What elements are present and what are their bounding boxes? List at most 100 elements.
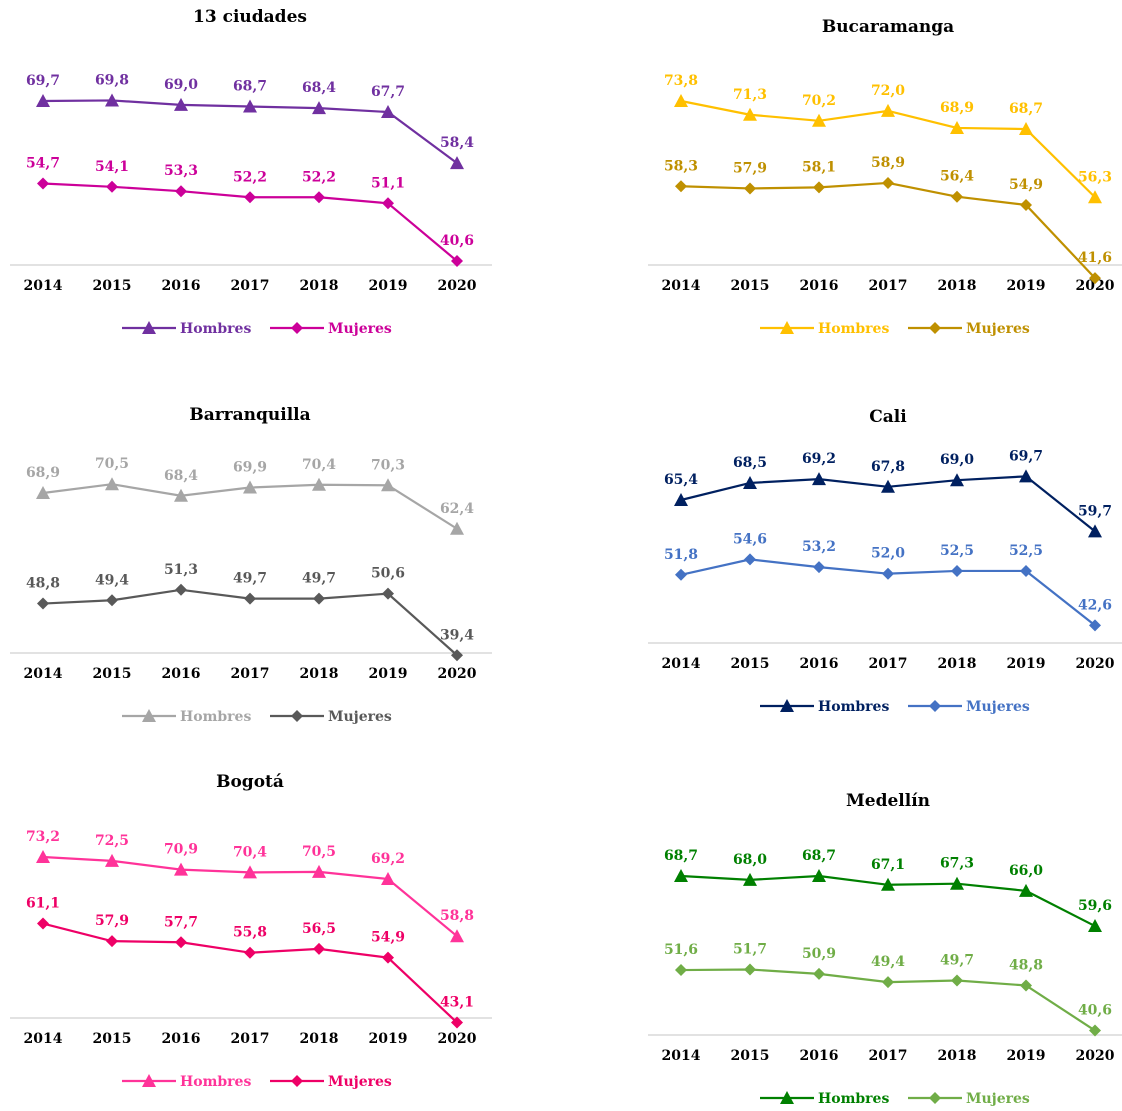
x-tick-2017: 2017 [869, 656, 908, 672]
data-point [674, 94, 688, 107]
legend-marker [780, 699, 794, 712]
data-point [881, 103, 895, 117]
data-point [950, 120, 964, 134]
data-point [381, 105, 395, 118]
data-label: 70,9 [164, 842, 198, 858]
legend-marker [142, 709, 156, 722]
x-tick-2015: 2015 [731, 656, 770, 672]
legend-marker [929, 700, 941, 712]
chart-title: Barranquilla [189, 405, 310, 425]
legend: Hombres Mujeres [760, 321, 1030, 337]
legend: Hombres Mujeres [122, 321, 392, 337]
data-point [1089, 1024, 1101, 1037]
data-point [674, 869, 688, 882]
legend: Hombres Mujeres [760, 699, 1030, 715]
series-mujeres: 61,1 57,9 57,7 55,8 56,5 54,9 43,1 [26, 896, 474, 1029]
data-label: 58,3 [664, 158, 698, 174]
data-label: 56,4 [940, 169, 974, 185]
data-label: 70,5 [95, 456, 129, 472]
data-point [950, 473, 964, 487]
data-label: 69,7 [1009, 448, 1043, 464]
data-point [450, 521, 464, 535]
data-point [451, 649, 463, 662]
data-label: 52,5 [1009, 543, 1043, 559]
data-label: 69,0 [940, 452, 974, 468]
data-point [106, 935, 118, 948]
data-point [812, 113, 826, 127]
legend-marker [142, 321, 156, 334]
data-label: 49,7 [233, 571, 267, 587]
data-point [812, 472, 826, 486]
data-label: 54,6 [733, 531, 767, 547]
data-point [744, 553, 756, 566]
data-point [313, 942, 325, 955]
data-label: 69,7 [26, 73, 60, 89]
data-point [105, 93, 119, 107]
data-label: 68,7 [233, 79, 267, 95]
data-label: 54,9 [1009, 177, 1043, 193]
data-label: 70,4 [302, 457, 336, 473]
data-point [37, 177, 49, 190]
data-label: 59,6 [1078, 898, 1112, 914]
x-tick-2016: 2016 [800, 656, 839, 672]
data-point [1019, 122, 1033, 136]
data-point [174, 488, 188, 502]
data-point [382, 951, 394, 964]
chart-title: Bogotá [216, 772, 284, 792]
data-label: 70,4 [233, 844, 267, 860]
data-label: 41,6 [1078, 250, 1112, 266]
chart-barranquilla: Barranquilla 2014 2015 2016 2017 2018 2019 2020… [10, 405, 492, 725]
x-tick-2014: 2014 [662, 1048, 701, 1064]
chart-title: Cali [869, 407, 907, 427]
data-point [675, 180, 687, 193]
series-hombres: 73,8 71,3 70,2 72,0 68,9 68,7 56,3 [664, 73, 1112, 204]
data-point [243, 99, 257, 113]
data-point [105, 853, 119, 867]
data-point [175, 936, 187, 949]
legend-label: Hombres [180, 1074, 251, 1090]
data-point [450, 929, 464, 943]
data-label: 65,4 [664, 472, 698, 488]
data-point [36, 486, 50, 499]
data-label: 54,1 [95, 159, 129, 175]
x-tick-2017: 2017 [869, 278, 908, 294]
data-point [451, 255, 463, 268]
data-point [882, 567, 894, 580]
data-point [450, 156, 464, 170]
data-label: 67,1 [871, 857, 905, 873]
data-label: 68,9 [26, 465, 60, 481]
data-label: 67,3 [940, 856, 974, 872]
data-label: 52,2 [302, 169, 336, 185]
x-tick-2016: 2016 [162, 278, 201, 294]
x-tick-2019: 2019 [1007, 1048, 1046, 1064]
data-point [105, 477, 119, 491]
data-point [244, 946, 256, 959]
x-tick-2016: 2016 [800, 1048, 839, 1064]
legend: Hombres Mujeres [122, 1074, 392, 1090]
chart-bucaramanga: Bucaramanga 2014 2015 2016 2017 2018 2019 2020 7… [648, 17, 1122, 337]
x-tick-2020: 2020 [1076, 278, 1115, 294]
data-point [813, 181, 825, 194]
legend-label: Mujeres [966, 321, 1030, 337]
data-label: 68,7 [664, 848, 698, 864]
data-label: 51,6 [664, 942, 698, 958]
data-label: 68,0 [733, 852, 767, 868]
legend-marker [291, 1075, 303, 1087]
data-point [812, 869, 826, 882]
x-tick-2018: 2018 [300, 666, 339, 682]
data-label: 51,1 [371, 175, 405, 191]
data-point [743, 872, 757, 886]
data-label: 39,4 [440, 627, 474, 643]
chart-medellin: Medellín 2014 2015 2016 2017 2018 2019 2020 68,7… [648, 791, 1122, 1107]
data-point [244, 592, 256, 605]
data-label: 50,6 [371, 566, 405, 582]
legend-label: Mujeres [966, 699, 1030, 715]
legend-marker [291, 710, 303, 722]
data-point [313, 191, 325, 204]
data-label: 67,8 [871, 459, 905, 475]
data-point [451, 1016, 463, 1029]
x-tick-2019: 2019 [369, 1031, 408, 1047]
legend-label: Mujeres [966, 1091, 1030, 1107]
data-label: 58,4 [440, 135, 474, 151]
series-mujeres: 51,6 51,7 50,9 49,4 49,7 48,8 40,6 [664, 942, 1112, 1037]
